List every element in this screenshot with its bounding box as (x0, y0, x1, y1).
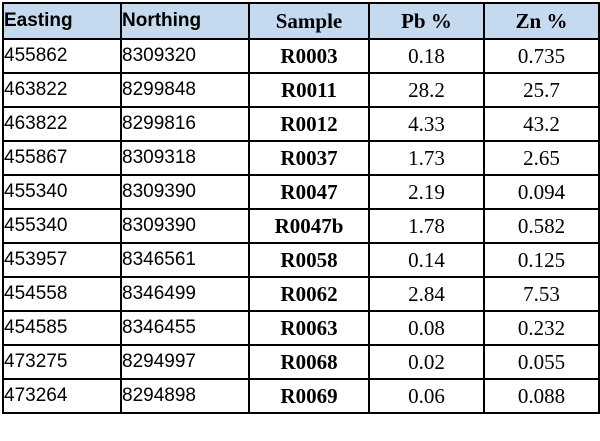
sample-cell: R0012 (248, 106, 370, 142)
zn-cell: 0.094 (483, 174, 600, 210)
northing-cell: 8346561 (120, 242, 250, 278)
zn-cell: 0.232 (483, 310, 600, 346)
pb-cell: 0.18 (368, 38, 485, 74)
northing-cell: 8294997 (120, 344, 250, 380)
header-row: Easting Northing Sample Pb % Zn % (2, 2, 600, 40)
header-sample: Sample (248, 2, 370, 40)
pb-cell: 1.73 (368, 140, 485, 176)
sample-cell: R0062 (248, 276, 370, 312)
easting-cell: 455340 (2, 208, 122, 244)
zn-cell: 0.088 (483, 378, 600, 414)
table-row: 463822 8299848 R0011 28.2 25.7 (2, 72, 600, 108)
pb-cell: 0.02 (368, 344, 485, 380)
table-row: 455862 8309320 R0003 0.18 0.735 (2, 38, 600, 74)
zn-cell: 2.65 (483, 140, 600, 176)
sample-cell: R0003 (248, 38, 370, 74)
easting-cell: 455867 (2, 140, 122, 176)
table-row: 463822 8299816 R0012 4.33 43.2 (2, 106, 600, 142)
pb-cell: 4.33 (368, 106, 485, 142)
northing-cell: 8294898 (120, 378, 250, 414)
zn-cell: 0.055 (483, 344, 600, 380)
table-row: 455340 8309390 R0047 2.19 0.094 (2, 174, 600, 210)
zn-cell: 43.2 (483, 106, 600, 142)
pb-cell: 0.14 (368, 242, 485, 278)
pb-cell: 2.84 (368, 276, 485, 312)
header-northing: Northing (120, 2, 250, 40)
header-easting: Easting (2, 2, 122, 40)
easting-cell: 453957 (2, 242, 122, 278)
easting-cell: 473275 (2, 344, 122, 380)
table-row: 473275 8294997 R0068 0.02 0.055 (2, 344, 600, 380)
table-header: Easting Northing Sample Pb % Zn % (2, 2, 600, 40)
pb-cell: 0.06 (368, 378, 485, 414)
easting-cell: 455340 (2, 174, 122, 210)
northing-cell: 8309320 (120, 38, 250, 74)
pb-cell: 2.19 (368, 174, 485, 210)
zn-cell: 0.582 (483, 208, 600, 244)
northing-cell: 8299848 (120, 72, 250, 108)
northing-cell: 8346499 (120, 276, 250, 312)
sample-cell: R0063 (248, 310, 370, 346)
table-row: 454558 8346499 R0062 2.84 7.53 (2, 276, 600, 312)
zn-cell: 0.125 (483, 242, 600, 278)
table-row: 473264 8294898 R0069 0.06 0.088 (2, 378, 600, 414)
sample-cell: R0011 (248, 72, 370, 108)
sample-cell: R0047 (248, 174, 370, 210)
header-zn-percent: Zn % (483, 2, 600, 40)
pb-cell: 1.78 (368, 208, 485, 244)
sample-cell: R0058 (248, 242, 370, 278)
northing-cell: 8309390 (120, 208, 250, 244)
easting-cell: 473264 (2, 378, 122, 414)
easting-cell: 454558 (2, 276, 122, 312)
northing-cell: 8346455 (120, 310, 250, 346)
table-row: 453957 8346561 R0058 0.14 0.125 (2, 242, 600, 278)
pb-cell: 28.2 (368, 72, 485, 108)
sample-cell: R0068 (248, 344, 370, 380)
northing-cell: 8309318 (120, 140, 250, 176)
easting-cell: 463822 (2, 72, 122, 108)
table-body: 455862 8309320 R0003 0.18 0.735 463822 8… (2, 38, 600, 414)
assay-results-table: Easting Northing Sample Pb % Zn % 455862… (2, 2, 600, 414)
pb-cell: 0.08 (368, 310, 485, 346)
table-row: 454585 8346455 R0063 0.08 0.232 (2, 310, 600, 346)
northing-cell: 8299816 (120, 106, 250, 142)
table-row: 455340 8309390 R0047b 1.78 0.582 (2, 208, 600, 244)
easting-cell: 463822 (2, 106, 122, 142)
table-row: 455867 8309318 R0037 1.73 2.65 (2, 140, 600, 176)
sample-cell: R0069 (248, 378, 370, 414)
zn-cell: 25.7 (483, 72, 600, 108)
sample-cell: R0047b (248, 208, 370, 244)
easting-cell: 454585 (2, 310, 122, 346)
zn-cell: 7.53 (483, 276, 600, 312)
sample-cell: R0037 (248, 140, 370, 176)
easting-cell: 455862 (2, 38, 122, 74)
header-pb-percent: Pb % (368, 2, 485, 40)
zn-cell: 0.735 (483, 38, 600, 74)
northing-cell: 8309390 (120, 174, 250, 210)
